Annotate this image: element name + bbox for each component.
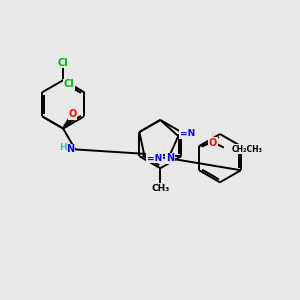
Text: H: H <box>59 142 67 152</box>
Text: CH₃: CH₃ <box>151 184 169 193</box>
Text: O: O <box>68 109 77 119</box>
Text: N: N <box>66 144 74 154</box>
Text: N: N <box>166 153 174 163</box>
Text: Cl: Cl <box>58 58 68 68</box>
Text: Cl: Cl <box>63 79 74 89</box>
Text: O: O <box>209 138 217 148</box>
Text: =N: =N <box>180 129 195 138</box>
Text: =N: =N <box>147 154 162 163</box>
Text: CH₂CH₃: CH₂CH₃ <box>231 145 262 154</box>
